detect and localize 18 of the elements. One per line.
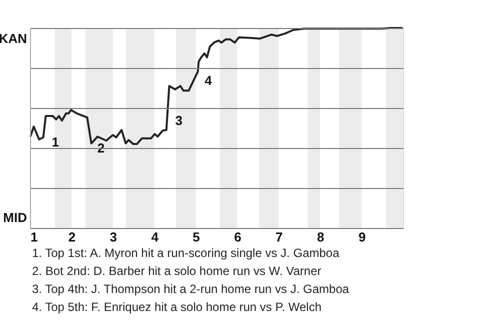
x-tick-label: 1	[30, 230, 38, 244]
x-tick-label: 6	[234, 230, 242, 244]
text: KAN	[0, 31, 27, 46]
annotation: 4	[204, 73, 213, 88]
x-tick-label: 5	[192, 230, 200, 244]
annotation: 3	[175, 113, 182, 128]
text: 3. Top 4th: J. Thompson hit a 2-run home run vs J. Gamboa	[32, 282, 350, 296]
x-tick-label: 7	[276, 230, 283, 244]
x-tick-label: 9	[358, 230, 366, 244]
x-tick-label: 2	[68, 230, 76, 244]
text: 4. Top 5th: F. Enriquez hit a solo home run vs P. Welch	[32, 300, 322, 314]
text: 1. Top 1st: A. Myron hit a run-scoring single vs J. Gamboa	[32, 246, 340, 260]
x-tick-label: 3	[110, 230, 118, 244]
annotation: 1	[52, 134, 59, 150]
text: MID	[3, 210, 27, 225]
text: 2. Bot 2nd: D. Barber hit a solo home run vs W. Varner	[32, 264, 322, 278]
x-tick-label: 4	[151, 230, 160, 244]
x-tick-label: 8	[316, 230, 324, 244]
